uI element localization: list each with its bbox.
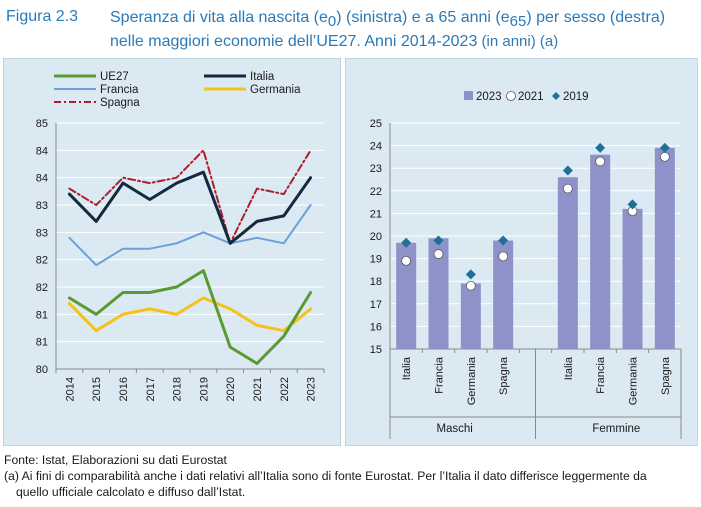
- series-line-germania: [67, 296, 313, 333]
- y-tick-label: 84: [36, 173, 48, 185]
- footnote-a-line2: quello ufficiale calcolato e diffuso dal…: [16, 485, 246, 499]
- legend-label-ue27: UE27: [100, 71, 129, 83]
- marker-2019: [627, 199, 638, 210]
- x-tick-label: 2022: [279, 377, 291, 401]
- title-sub-0: 0: [327, 13, 337, 31]
- title-part-1: Speranza di vita alla nascita (e: [110, 9, 328, 26]
- bar-2023: [590, 154, 611, 349]
- series-line-spagna: [68, 149, 312, 245]
- y-tick-label: 84: [36, 145, 48, 157]
- title-part-2: ) (sinistra) e a 65 anni (e: [336, 9, 510, 26]
- y-tick-label: 15: [370, 344, 382, 356]
- bar-2023: [654, 147, 675, 349]
- y-tick-label: 20: [370, 231, 382, 243]
- y-tick-label: 18: [370, 276, 382, 288]
- x-tick-label: 2014: [64, 377, 76, 401]
- y-tick-label: 24: [370, 141, 382, 153]
- x-tick-label: Francia: [434, 356, 446, 394]
- x-tick-label: 2018: [172, 377, 184, 401]
- line-chart: 80 81 81 82 82 83 83 84 84 85 2014 2015 2016 2017 2018…: [36, 71, 325, 401]
- legend-swatch-2019: [552, 92, 560, 100]
- bar-2023: [622, 208, 643, 349]
- legend-label-spagna: Spagna: [100, 97, 140, 109]
- title-sub-65: 65: [509, 13, 527, 31]
- y-tick-label: 82: [36, 282, 48, 294]
- x-tick-label: 2015: [91, 377, 103, 401]
- x-tick-label: Italia: [563, 356, 575, 380]
- y-tick-label: 81: [36, 337, 48, 349]
- marker-2019: [562, 165, 573, 176]
- y-tick-label: 23: [370, 163, 382, 175]
- y-tick-label: 80: [36, 364, 48, 376]
- marker-2019: [498, 235, 509, 246]
- marker-2021: [595, 156, 606, 167]
- legend-label-germania: Germania: [250, 84, 301, 96]
- marker-2021: [562, 183, 573, 194]
- left-chart-panel: 80 81 81 82 82 83 83 84 84 85 2014 2015 2016 2017 2018…: [3, 58, 341, 446]
- series-line-italia: [67, 170, 313, 245]
- x-tick-label: 2017: [145, 377, 157, 401]
- marker-2019: [433, 235, 444, 246]
- y-tick-label: 22: [370, 186, 382, 198]
- x-tick-label: 2023: [306, 377, 318, 401]
- source-note: Fonte: Istat, Elaborazioni su dati Euros…: [4, 453, 227, 467]
- marker-2019: [595, 142, 606, 153]
- x-tick-label: 2020: [225, 377, 237, 401]
- figure-number: Figura 2.3: [6, 8, 79, 25]
- marker-2021: [498, 251, 509, 262]
- figure-title: Speranza di vita alla nascita (e0) (sini…: [110, 8, 695, 52]
- group-label-maschi: Maschi: [436, 423, 472, 435]
- y-tick-label: 82: [36, 255, 48, 267]
- figure-header: Figura 2.3 Speranza di vita alla nascita…: [0, 0, 701, 56]
- legend-swatch-2021: [506, 91, 516, 101]
- marker-2019: [465, 269, 476, 280]
- y-tick-label: 83: [36, 227, 48, 239]
- marker-2021: [659, 152, 670, 162]
- y-tick-label: 17: [370, 299, 382, 311]
- marker-2019: [659, 142, 670, 153]
- group-label-femmine: Femmine: [592, 423, 640, 435]
- series-line-francia: [68, 204, 312, 267]
- x-tick-label: Italia: [401, 356, 413, 380]
- bar-2023: [460, 283, 481, 349]
- x-tick-label: 2021: [252, 377, 264, 401]
- x-tick-label: 2019: [198, 377, 210, 401]
- marker-2021: [465, 280, 476, 291]
- y-tick-label: 21: [370, 208, 382, 220]
- marker-2021: [401, 255, 412, 266]
- marker-2021: [433, 249, 444, 259]
- y-tick-label: 81: [36, 309, 48, 321]
- y-tick-label: 25: [370, 118, 382, 130]
- legend-label-2019: 2019: [563, 91, 589, 103]
- y-tick-label: 85: [36, 118, 48, 130]
- x-tick-label: 2016: [118, 377, 130, 401]
- legend-label-francia: Francia: [100, 84, 139, 96]
- series-line-ue27: [67, 269, 313, 365]
- bar-2023: [396, 242, 417, 349]
- x-tick-label: Germania: [628, 356, 640, 405]
- y-tick-label: 19: [370, 254, 382, 266]
- footnote-a-line1: (a) Ai fini di comparabilità anche i dat…: [4, 469, 647, 483]
- title-unit: (in anni) (a): [477, 33, 559, 51]
- legend-label-2021: 2021: [518, 91, 544, 103]
- x-tick-label: Francia: [595, 356, 607, 394]
- figure-notes: Fonte: Istat, Elaborazioni su dati Euros…: [4, 452, 698, 500]
- bar-2023: [557, 177, 578, 349]
- legend-label-2023: 2023: [476, 91, 502, 103]
- title-part-3: ) per sesso (destra) nelle maggiori econ…: [110, 9, 666, 51]
- x-tick-label: Germania: [466, 356, 478, 405]
- y-tick-label: 16: [370, 321, 382, 333]
- legend-swatch-2023: [464, 91, 473, 100]
- bar-2023: [428, 238, 449, 349]
- x-tick-label: Spagna: [660, 356, 672, 395]
- x-tick-label: Spagna: [498, 356, 510, 395]
- legend-label-italia: Italia: [250, 71, 275, 83]
- bar-2023: [493, 240, 514, 349]
- right-chart-panel: 15 16 17 18 19 20 21 22 23 24 25 Italia Francia Germa…: [345, 58, 698, 446]
- y-tick-label: 83: [36, 200, 48, 212]
- marker-2019: [401, 237, 412, 248]
